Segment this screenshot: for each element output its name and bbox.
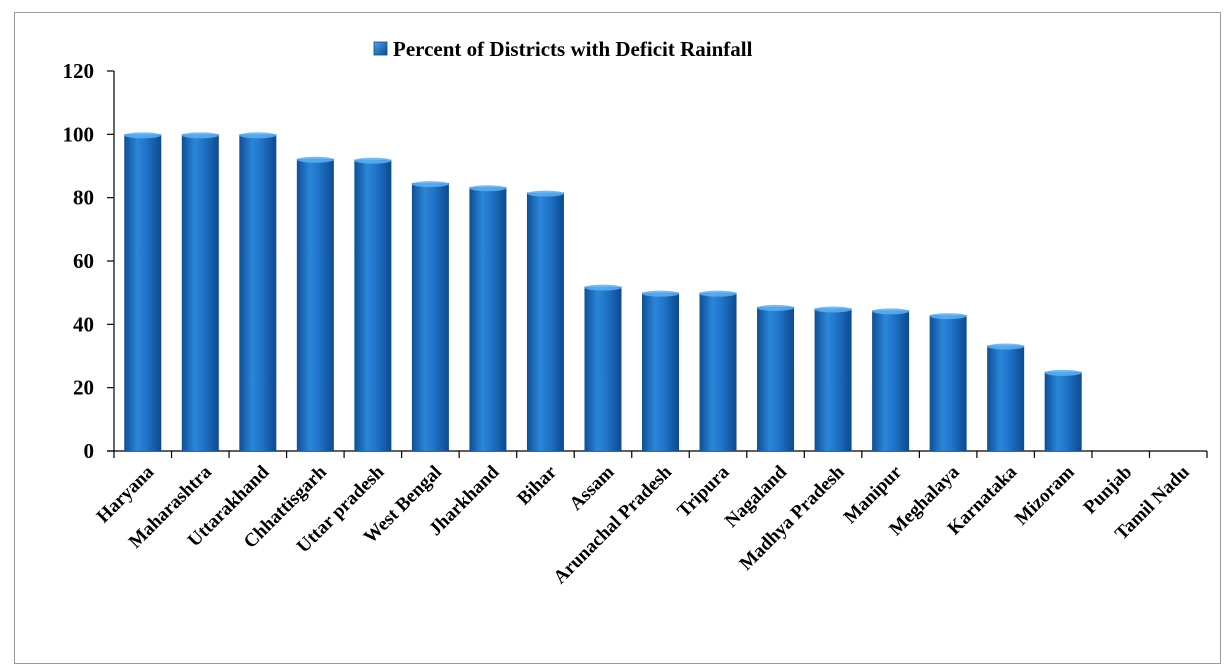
bar-body (699, 292, 737, 451)
legend: Percent of Districts with Deficit Rainfa… (373, 37, 753, 61)
x-tick-labels: HaryanaMaharashtraUttarakhandChhattisgar… (93, 461, 1194, 588)
bar (296, 156, 334, 451)
bar-body (296, 158, 334, 451)
y-tick-label: 60 (73, 249, 94, 273)
bar (929, 313, 967, 451)
y-tick-label: 120 (63, 59, 95, 83)
bar (642, 290, 679, 451)
bar-body (181, 134, 219, 452)
bar-top (757, 304, 795, 311)
bar (872, 308, 910, 451)
bar (1044, 369, 1082, 451)
x-tick-label: Assam (566, 462, 619, 515)
bars (124, 132, 1082, 452)
x-tick-label: Mizoram (1011, 462, 1079, 530)
bar-top (929, 313, 967, 320)
bar-top (584, 284, 622, 291)
bar-body (642, 292, 679, 451)
bar (757, 304, 795, 451)
bar-top (124, 132, 162, 139)
bar-top (987, 343, 1025, 350)
bar (124, 132, 162, 452)
bar-top (354, 157, 392, 164)
y-tick-label: 40 (73, 312, 94, 336)
x-tick-label: Bihar (513, 461, 561, 509)
x-tick-label: Madhya Pradesh (736, 461, 849, 574)
bar-body (929, 315, 967, 451)
bar-body (469, 187, 507, 451)
bar (354, 157, 392, 451)
bar-top (872, 308, 910, 315)
bar-body (411, 183, 449, 451)
legend-label: Percent of Districts with Deficit Rainfa… (393, 37, 753, 61)
y-tick-label: 80 (73, 186, 94, 210)
bar-body (239, 134, 277, 452)
bar-body (757, 306, 795, 451)
y-tick-label: 0 (84, 439, 95, 463)
bar-top (526, 190, 564, 197)
bar (239, 132, 277, 452)
bar-top (699, 290, 737, 297)
bar-top (411, 181, 449, 188)
bar (814, 306, 852, 451)
bar (987, 343, 1025, 451)
bar-top (296, 156, 334, 163)
bar-body (987, 345, 1025, 451)
bar (526, 190, 564, 451)
bar-top (1044, 369, 1082, 376)
bar (699, 290, 737, 451)
y-tick-label: 20 (73, 376, 94, 400)
bar-top (642, 290, 679, 297)
bar-body (814, 308, 852, 451)
y-tick-labels: 0 20 40 60 80 100 120 (63, 59, 95, 463)
bar-body (584, 286, 622, 451)
bar (584, 284, 622, 451)
bar-top (181, 132, 219, 139)
bar-body (1044, 371, 1082, 451)
bar-body (354, 159, 392, 451)
y-tick-label: 100 (63, 122, 95, 146)
bar-top (469, 185, 507, 192)
legend-swatch (373, 41, 388, 56)
bar-top (814, 306, 852, 313)
bar-body (526, 192, 564, 451)
bar (411, 181, 449, 451)
bar-body (872, 310, 910, 451)
bar (469, 185, 507, 451)
bar (181, 132, 219, 452)
x-tick-label: Punjab (1080, 462, 1137, 519)
bar-top (239, 132, 277, 139)
bar-body (124, 134, 162, 452)
